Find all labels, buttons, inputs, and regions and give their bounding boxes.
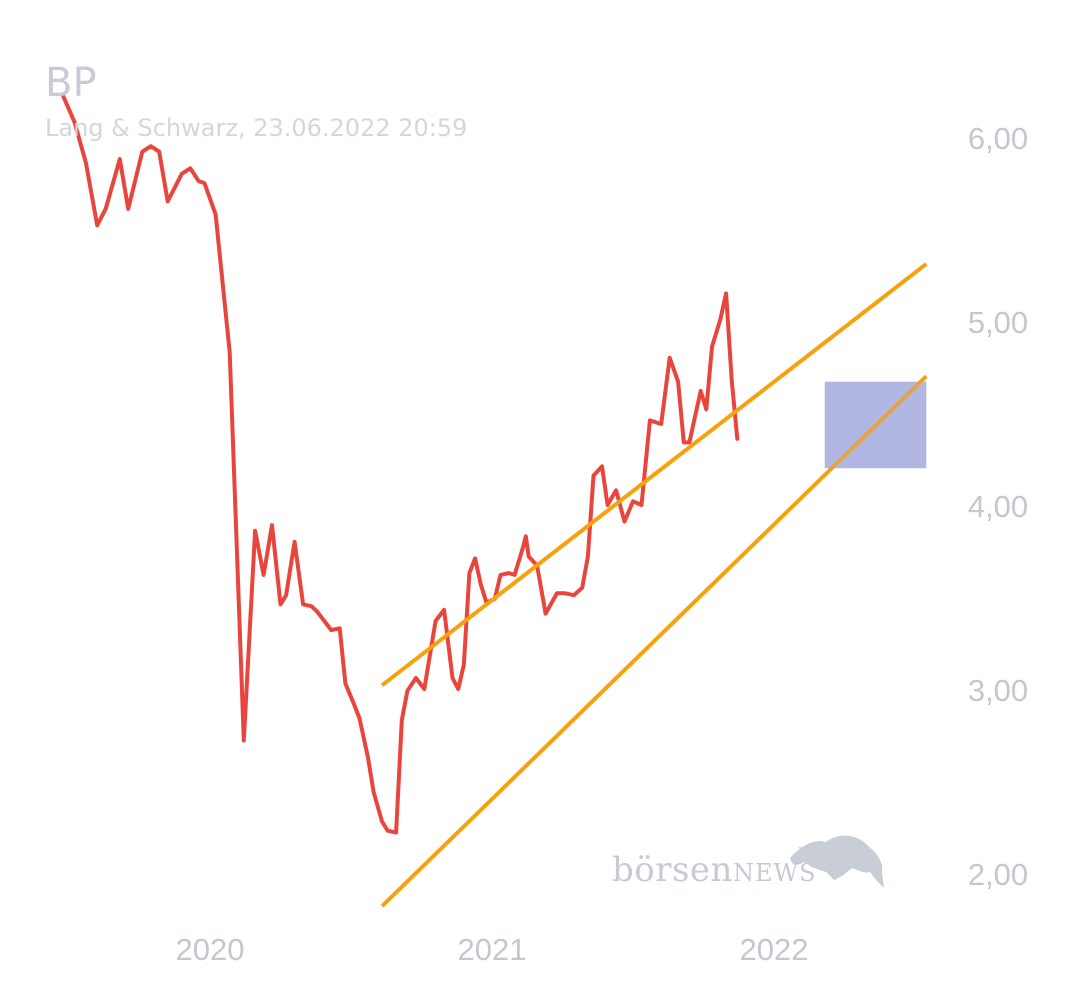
x-tick-label: 2021 bbox=[458, 932, 527, 967]
trend-line-upper-channel bbox=[380, 262, 928, 687]
y-tick-label: 4,00 bbox=[968, 489, 1028, 524]
chart-title: BP bbox=[45, 60, 97, 106]
highlight-zone-overlay bbox=[824, 381, 927, 469]
y-tick-label: 2,00 bbox=[968, 857, 1028, 892]
watermark: börsenNEWS bbox=[612, 850, 817, 890]
watermark-word: NEWS bbox=[732, 859, 817, 887]
y-tick-label: 3,00 bbox=[968, 673, 1028, 708]
y-tick-label: 6,00 bbox=[968, 121, 1028, 156]
watermark-word: börsen bbox=[612, 850, 733, 890]
chart-subtitle: Lang & Schwarz, 23.06.2022 20:59 bbox=[45, 114, 468, 142]
x-tick-label: 2022 bbox=[740, 932, 809, 967]
x-tick-label: 2020 bbox=[176, 932, 245, 967]
trend-line-lower-channel bbox=[380, 374, 928, 908]
watermark-text: börsenNEWS bbox=[612, 850, 817, 890]
bull-icon bbox=[790, 835, 884, 888]
price-series-line bbox=[61, 94, 740, 835]
y-tick-label: 5,00 bbox=[968, 305, 1028, 340]
